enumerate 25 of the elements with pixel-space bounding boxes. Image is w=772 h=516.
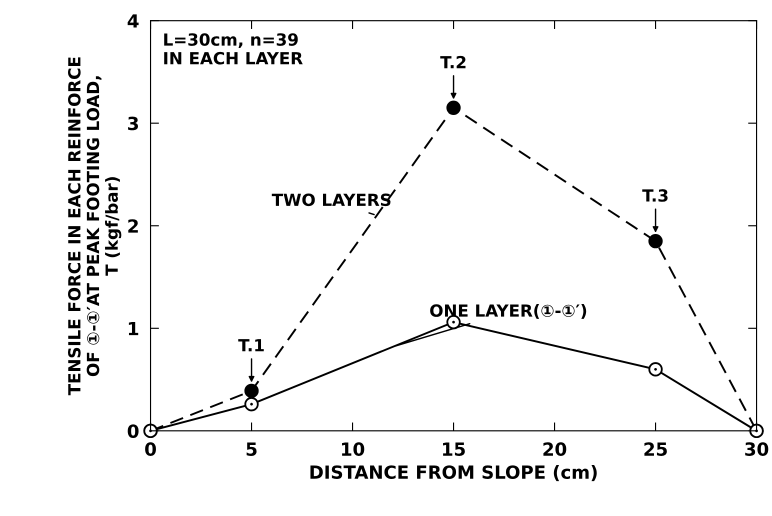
x-tick-label: 0 bbox=[145, 442, 156, 456]
x-tick-label: 10 bbox=[342, 442, 364, 456]
y-axis-title: TENSILE FORCE IN EACH REINFORCE OF ①-①′AT PEAK FOOTING LOAD, T (kgf/bar) bbox=[68, 57, 122, 396]
y-tick-label: 4 bbox=[128, 14, 139, 28]
annotation: T.2 bbox=[440, 56, 466, 68]
y-tick-label: 0 bbox=[128, 424, 139, 438]
series-label: TWO LAYERS bbox=[272, 194, 390, 206]
point bbox=[244, 397, 259, 412]
annotation: T.3 bbox=[642, 189, 668, 202]
point bbox=[648, 362, 663, 376]
x-tick-label: 20 bbox=[543, 442, 566, 456]
y-tick-label: 1 bbox=[128, 322, 138, 336]
x-tick-label: 30 bbox=[745, 442, 768, 456]
x-axis-title: DISTANCE FROM SLOPE (cm) bbox=[310, 465, 597, 482]
x-tick-label: 5 bbox=[246, 442, 257, 456]
x-tick-label: 15 bbox=[443, 442, 465, 456]
annotation: T.1 bbox=[238, 339, 264, 352]
point bbox=[648, 234, 663, 248]
y-tick-label: 3 bbox=[128, 116, 138, 130]
point bbox=[244, 384, 259, 398]
point bbox=[446, 100, 461, 115]
y-tick-label: 2 bbox=[128, 219, 138, 233]
annotation: L=30cm, n=39 IN EACH LAYER bbox=[164, 33, 303, 65]
x-tick-label: 25 bbox=[644, 442, 667, 456]
series-label: ONE LAYER(①-①′) bbox=[430, 304, 586, 319]
